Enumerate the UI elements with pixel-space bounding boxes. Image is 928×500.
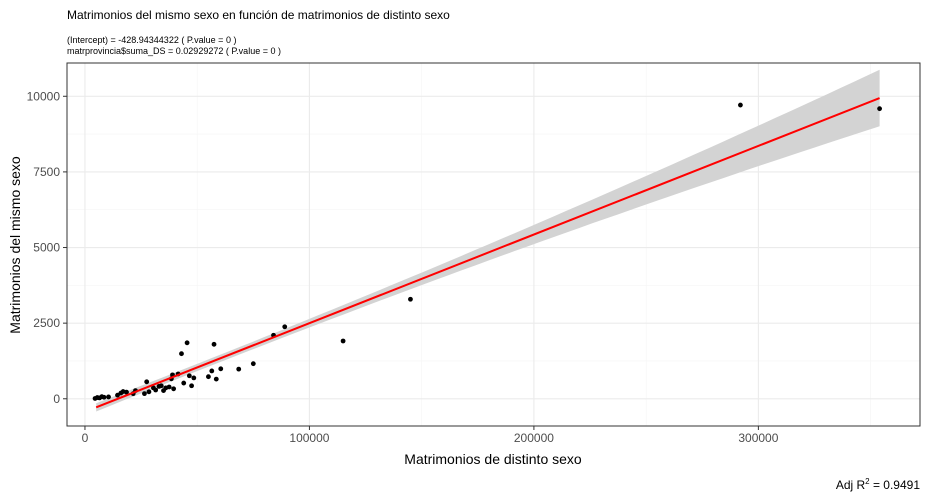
- data-point: [171, 386, 177, 392]
- data-point: [153, 387, 159, 393]
- data-point: [408, 296, 413, 302]
- x-tick-label: 200000: [514, 431, 554, 445]
- y-axis-ticks: 0 2500 5000 7500 10000: [27, 89, 67, 406]
- data-point: [282, 324, 288, 330]
- data-point: [191, 375, 197, 381]
- subtitle-line-2: matrprovincia$suma_DS = 0.02929272 ( P.v…: [67, 46, 281, 56]
- y-tick-label: 5000: [33, 241, 60, 255]
- caption-prefix: Adj R: [836, 478, 866, 492]
- x-tick-label: 300000: [738, 431, 778, 445]
- regression-line: [95, 97, 880, 409]
- x-tick-label: 0: [82, 431, 89, 445]
- y-tick-label: 7500: [33, 165, 60, 179]
- data-point: [250, 361, 256, 367]
- caption-adj-r2: Adj R2 = 0.9491: [836, 477, 921, 492]
- fit-line: [95, 97, 880, 409]
- data-point: [124, 389, 129, 395]
- data-point: [158, 383, 164, 389]
- subtitle-line-1: (Intercept) = -428.94344322 ( P.value = …: [67, 35, 236, 45]
- data-point: [101, 394, 107, 400]
- panel-border: [66, 62, 921, 427]
- y-tick-label: 2500: [33, 316, 60, 330]
- data-point: [211, 341, 217, 347]
- x-tick-label: 100000: [289, 431, 329, 445]
- data-point: [206, 374, 211, 380]
- data-point: [340, 338, 346, 344]
- caption-superscript: 2: [865, 477, 870, 486]
- data-point: [106, 394, 111, 400]
- x-axis-label: Matrimonios de distinto sexo: [404, 451, 582, 467]
- data-point: [186, 373, 192, 379]
- data-point: [877, 106, 882, 112]
- data-point: [209, 368, 215, 374]
- data-point: [166, 384, 172, 390]
- data-point: [213, 376, 219, 382]
- confidence-band: [96, 69, 880, 412]
- data-point: [142, 391, 147, 397]
- data-point: [236, 366, 242, 372]
- data-point: [218, 366, 224, 372]
- data-point: [738, 102, 743, 108]
- data-point: [181, 380, 187, 386]
- confidence-band-area: [96, 69, 880, 412]
- caption-suffix: = 0.9491: [870, 478, 921, 492]
- y-tick-label: 10000: [27, 89, 61, 103]
- chart-title: Matrimonios del mismo sexo en función de…: [67, 8, 450, 22]
- data-point: [144, 379, 150, 385]
- data-point: [184, 340, 190, 346]
- data-point: [179, 351, 184, 357]
- grid-major: [67, 63, 920, 426]
- data-point: [146, 389, 152, 395]
- x-axis-ticks: 0 100000 200000 300000: [82, 426, 779, 445]
- y-axis-label: Matrimonios del mismo sexo: [7, 156, 23, 334]
- y-tick-label: 0: [53, 392, 60, 406]
- data-point: [189, 383, 194, 389]
